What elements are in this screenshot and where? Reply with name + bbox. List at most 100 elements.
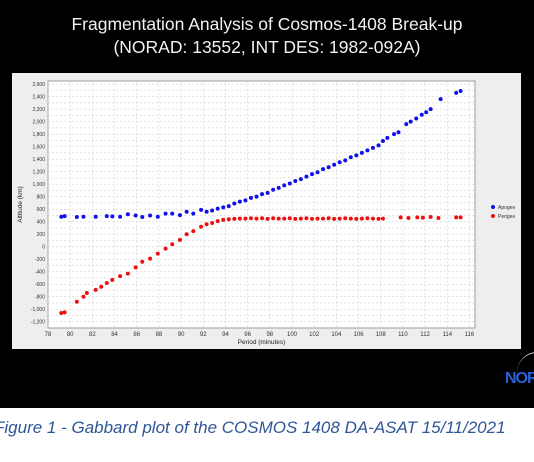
gabbard-plot: -1,200 -1,000 -800 -600 -400 -200 0 200 400 600 80… bbox=[17, 80, 515, 346]
perigee-point bbox=[359, 216, 364, 221]
apogee-point bbox=[221, 205, 226, 210]
figure-caption: Figure 1 - Gabbard plot of the COSMOS 14… bbox=[0, 418, 506, 437]
apogee-point bbox=[298, 177, 303, 182]
apogee-point bbox=[110, 214, 115, 219]
y-tick-label: 2,200 bbox=[32, 107, 45, 113]
y-tick-label: 1,000 bbox=[32, 182, 45, 188]
perigee-point bbox=[276, 216, 281, 221]
perigee-point bbox=[99, 284, 104, 289]
perigee-point bbox=[260, 216, 265, 221]
perigee-point bbox=[177, 237, 182, 242]
perigee-point bbox=[104, 280, 109, 285]
x-tick-label: 116 bbox=[465, 332, 475, 338]
perigee-point bbox=[337, 216, 342, 221]
perigee-point bbox=[376, 216, 381, 221]
apogee-point bbox=[62, 214, 67, 219]
corner-logo: NOR bbox=[505, 352, 534, 398]
apogee-point bbox=[191, 211, 196, 216]
perigee-point bbox=[243, 216, 248, 221]
y-tick-label: 1,600 bbox=[32, 144, 45, 150]
y-tick-label: 2,400 bbox=[32, 94, 45, 100]
perigee-point bbox=[315, 216, 320, 221]
apogee-point bbox=[424, 110, 429, 115]
apogee-point bbox=[380, 139, 385, 144]
x-tick-label: 106 bbox=[354, 332, 365, 338]
perigee-point bbox=[398, 215, 403, 220]
perigee-point bbox=[304, 216, 309, 221]
x-tick-label: 112 bbox=[420, 332, 430, 338]
chart-title-line-2: (NORAD: 13552, INT DES: 1982-092A) bbox=[113, 37, 421, 57]
perigee-point bbox=[170, 242, 175, 247]
perigee-point bbox=[354, 216, 359, 221]
perigee-point bbox=[110, 277, 115, 282]
apogee-point bbox=[226, 204, 231, 209]
perigee-point bbox=[226, 217, 231, 222]
perigee-point bbox=[428, 215, 433, 220]
apogee-point bbox=[140, 215, 145, 220]
perigee-point bbox=[148, 256, 153, 261]
perigee-point bbox=[265, 216, 270, 221]
x-tick-label: 78 bbox=[45, 332, 52, 338]
apogee-point bbox=[215, 206, 220, 211]
apogee-point bbox=[326, 165, 331, 170]
perigee-point bbox=[309, 216, 314, 221]
apogee-point bbox=[396, 130, 401, 135]
y-tick-label: 1,400 bbox=[32, 157, 45, 163]
perigee-point bbox=[237, 216, 242, 221]
plot-area bbox=[47, 80, 476, 329]
apogee-point bbox=[163, 211, 168, 216]
perigee-point bbox=[199, 224, 204, 229]
perigee-point bbox=[406, 215, 411, 220]
apogee-point bbox=[271, 187, 276, 192]
chart-title-line-1: Fragmentation Analysis of Cosmos-1408 Br… bbox=[71, 14, 463, 34]
perigee-point bbox=[365, 216, 370, 221]
apogee-point bbox=[359, 150, 364, 155]
legend-apogee-label: Apogee bbox=[498, 205, 515, 211]
y-tick-label: -1,000 bbox=[31, 307, 45, 313]
apogee-point bbox=[74, 215, 79, 220]
apogee-point bbox=[232, 201, 237, 206]
apogee-point bbox=[370, 145, 375, 150]
apogee-point bbox=[237, 199, 242, 204]
apogee-point bbox=[210, 208, 215, 213]
x-tick-label: 92 bbox=[200, 332, 207, 338]
apogee-point bbox=[118, 214, 123, 219]
perigee-point bbox=[254, 216, 259, 221]
apogee-point bbox=[392, 132, 397, 137]
perigee-point bbox=[184, 232, 189, 237]
apogee-point bbox=[348, 155, 353, 160]
perigee-point bbox=[293, 216, 298, 221]
x-tick-label: 114 bbox=[442, 332, 452, 338]
perigee-point bbox=[248, 216, 253, 221]
legend-perigee-label: Perigee bbox=[498, 214, 515, 220]
x-tick-label: 88 bbox=[156, 332, 163, 338]
apogee-point bbox=[155, 214, 160, 219]
apogee-point bbox=[454, 90, 459, 95]
apogee-point bbox=[265, 190, 270, 195]
perigee-point bbox=[321, 216, 326, 221]
apogee-point bbox=[354, 153, 359, 158]
chart-panel: -1,200 -1,000 -800 -600 -400 -200 0 200 400 600 80… bbox=[12, 73, 521, 349]
perigee-point bbox=[298, 216, 303, 221]
apogee-point bbox=[104, 214, 109, 219]
apogee-point bbox=[287, 181, 292, 186]
apogee-point bbox=[321, 167, 326, 172]
apogee-point bbox=[458, 89, 463, 94]
apogee-point bbox=[260, 192, 265, 197]
perigee-point bbox=[370, 216, 375, 221]
perigee-point bbox=[436, 215, 441, 220]
x-tick-label: 102 bbox=[309, 332, 320, 338]
apogee-point bbox=[309, 172, 314, 177]
apogee-point bbox=[419, 112, 424, 117]
perigee-point bbox=[454, 215, 459, 220]
apogee-point bbox=[385, 135, 390, 140]
x-tick-label: 108 bbox=[376, 332, 387, 338]
legend-apogee-marker bbox=[491, 205, 495, 209]
apogee-point bbox=[184, 209, 189, 214]
x-tick-label: 110 bbox=[398, 332, 408, 338]
y-tick-label: -600 bbox=[35, 282, 45, 288]
apogee-point bbox=[332, 162, 337, 167]
apogee-point bbox=[125, 212, 130, 217]
apogee-point bbox=[293, 179, 298, 184]
legend-perigee-marker bbox=[491, 214, 495, 218]
